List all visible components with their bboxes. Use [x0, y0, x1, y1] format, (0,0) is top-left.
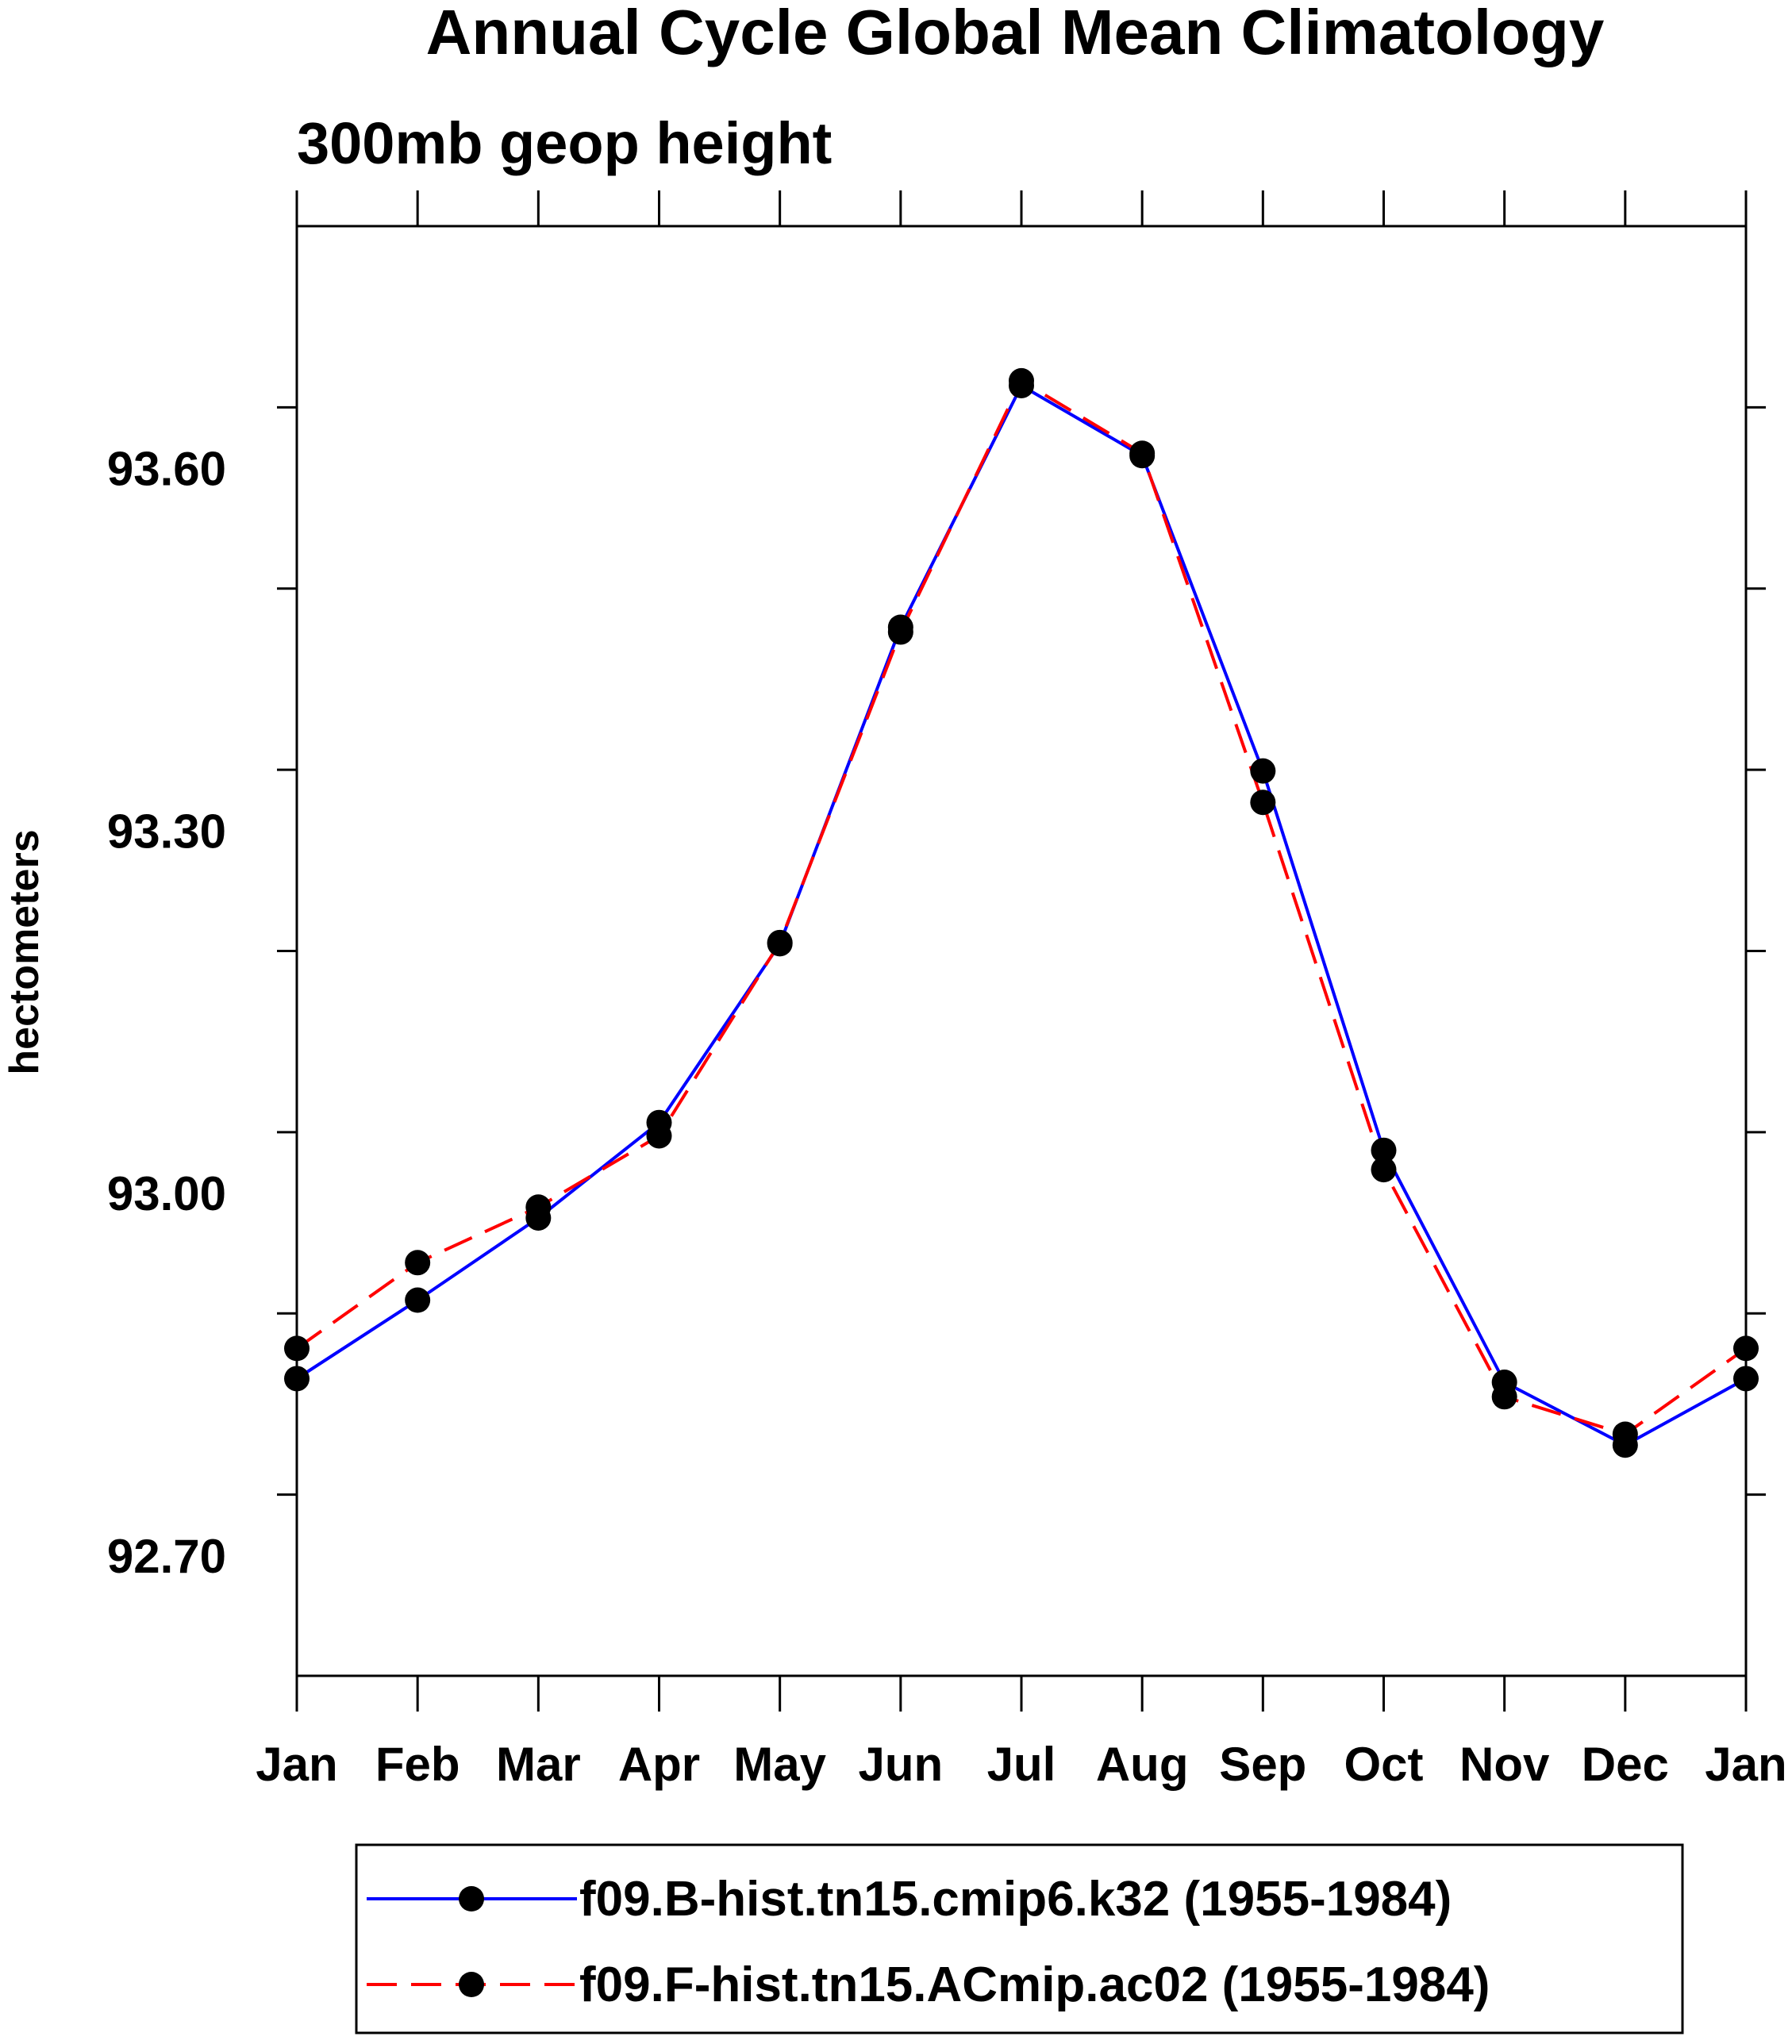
- legend-marker-series-1: [459, 1886, 484, 1911]
- x-tick-label: Jan: [256, 1738, 337, 1791]
- legend-marker-series-2: [459, 1972, 484, 1997]
- y-axis-label: hectometers: [2, 829, 48, 1074]
- y-tick-label: 93.60: [107, 443, 226, 496]
- series-line-1: [295, 384, 1747, 1447]
- x-tick-label: Jan: [1705, 1738, 1786, 1791]
- data-point-series-2: [1009, 367, 1034, 394]
- x-tick-label: Mar: [496, 1738, 581, 1791]
- chart-title: Annual Cycle Global Mean Climatology: [426, 0, 1605, 67]
- axis-ticks: [277, 190, 1766, 1712]
- data-point-series-2: [525, 1194, 552, 1220]
- x-tick-label: Dec: [1582, 1738, 1669, 1791]
- data-point-series-1: [1371, 1137, 1397, 1163]
- data-point-series-1: [405, 1287, 431, 1313]
- data-point-series-2: [1129, 440, 1156, 467]
- data-point-series-2: [284, 1335, 310, 1362]
- series-line-2: [295, 378, 1748, 1436]
- x-tick-label: Jun: [858, 1738, 943, 1791]
- y-tick-label: 93.30: [107, 805, 226, 858]
- x-tick-label: Feb: [375, 1738, 460, 1791]
- data-point-series-1: [1250, 758, 1276, 784]
- legend: f09.B-hist.tn15.cmip6.k32 (1955-1984) f0…: [355, 1843, 1684, 2034]
- x-tick-label: Nov: [1459, 1738, 1550, 1791]
- data-point-series-2: [887, 619, 913, 645]
- x-tick-label: Apr: [618, 1738, 700, 1791]
- data-point-series-2: [767, 929, 793, 955]
- x-tick-label: May: [733, 1738, 826, 1791]
- data-point-series-1: [1733, 1366, 1759, 1392]
- data-point-series-2: [646, 1123, 672, 1149]
- data-point-series-2: [405, 1250, 431, 1276]
- marker-layer: [284, 367, 1759, 1458]
- plot-border: [295, 225, 1748, 1677]
- x-tick-label: Jul: [987, 1738, 1056, 1791]
- y-tick-label: 93.00: [107, 1167, 226, 1220]
- data-point-series-1: [284, 1366, 310, 1392]
- chart-subtitle: 300mb geop height: [297, 110, 832, 176]
- legend-box: [355, 1843, 1684, 2034]
- data-point-series-2: [1371, 1157, 1397, 1183]
- legend-label-series-2: f09.F-hist.tn15.ACmip.ac02 (1955-1984): [579, 1958, 1490, 2012]
- plot-frame: [295, 225, 1748, 1677]
- data-point-series-2: [1612, 1421, 1638, 1447]
- data-point-series-2: [1491, 1384, 1517, 1410]
- axis-tick-labels: Jan Feb Mar Apr May Jun Jul Aug Sep Oct Nov Dec Jan 9…: [107, 443, 1787, 1792]
- legend-label-series-1: f09.B-hist.tn15.cmip6.k32 (1955-1984): [579, 1872, 1452, 1927]
- x-tick-label: Oct: [1344, 1738, 1423, 1791]
- x-tick-label: Aug: [1096, 1738, 1189, 1791]
- y-tick-label: 92.70: [107, 1530, 226, 1583]
- series-layer: [295, 378, 1748, 1447]
- data-point-series-2: [1733, 1335, 1759, 1362]
- data-point-series-2: [1250, 790, 1276, 816]
- x-tick-label: Sep: [1219, 1738, 1306, 1791]
